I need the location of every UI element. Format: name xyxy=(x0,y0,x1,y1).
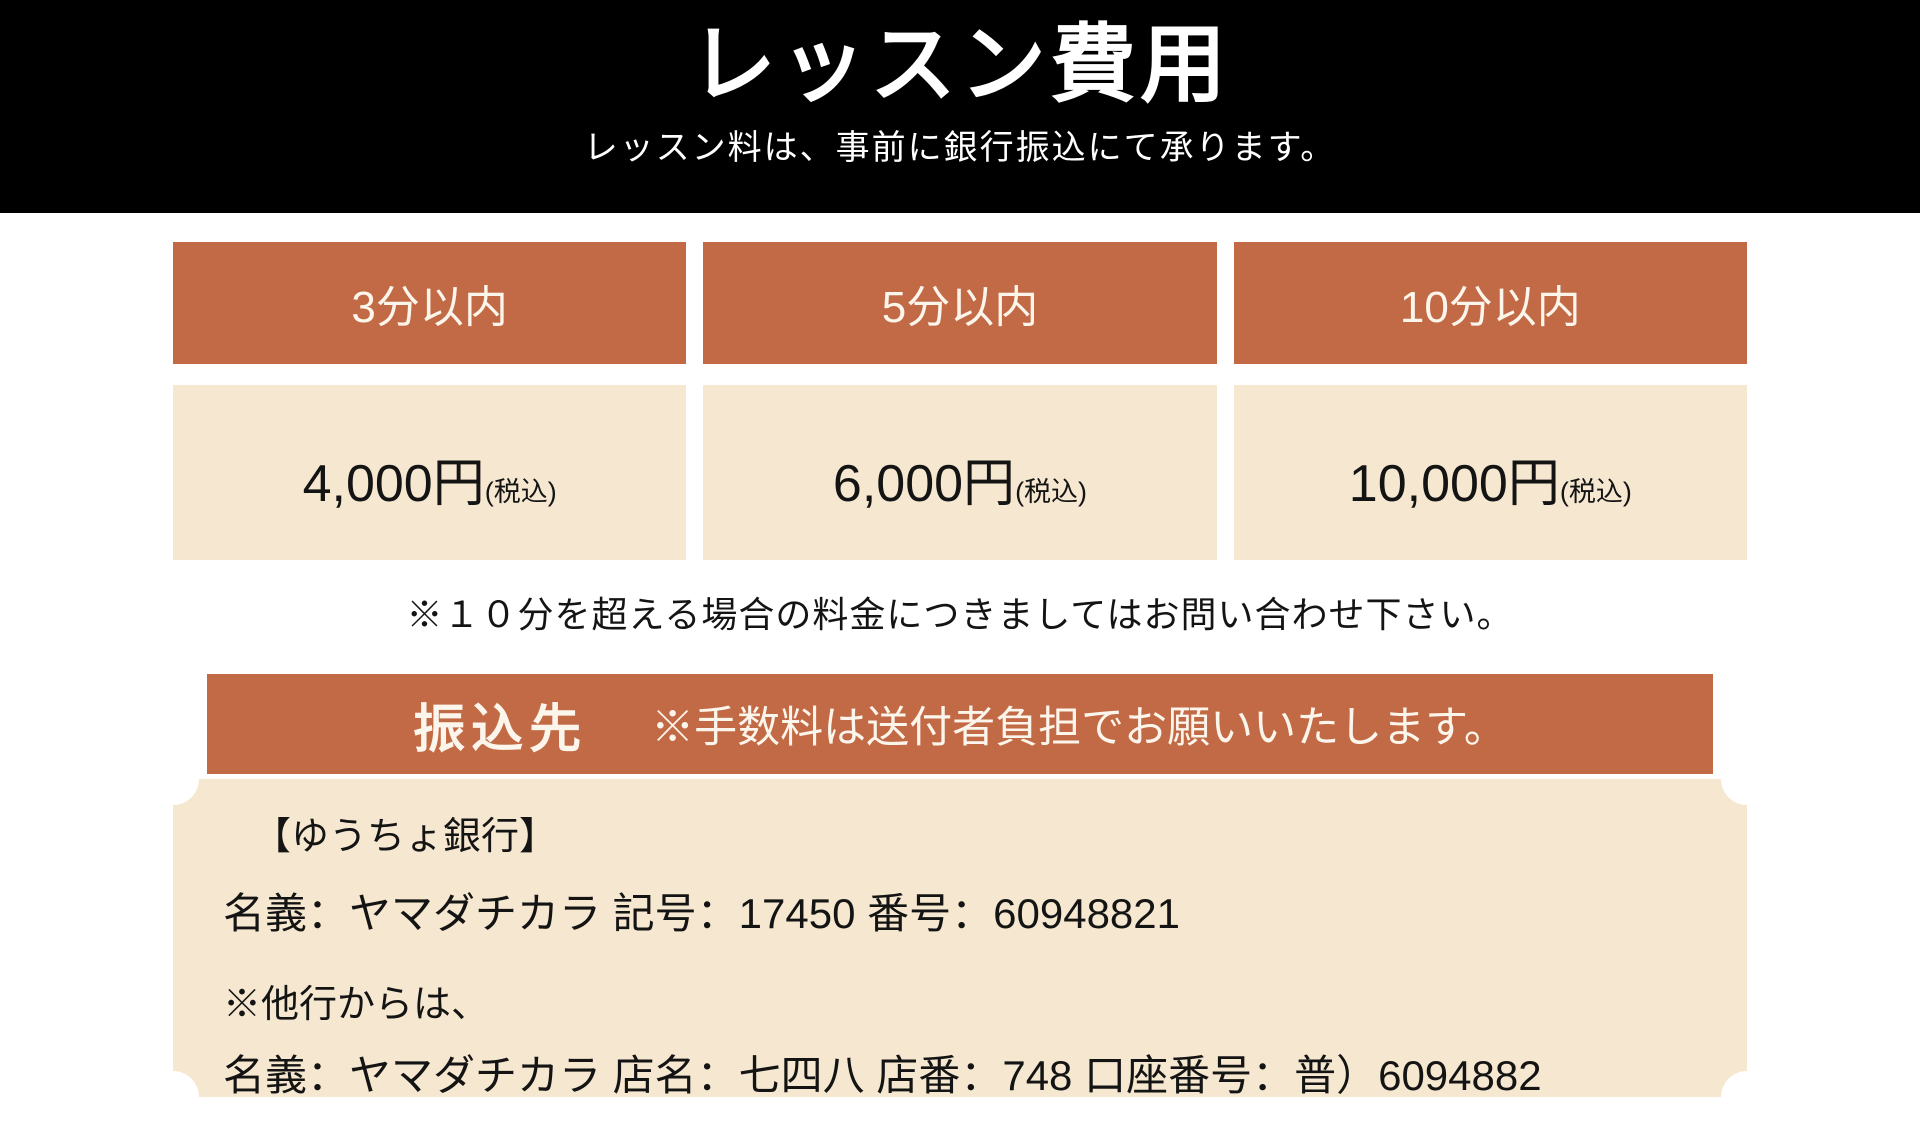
tax-included-note: (税込) xyxy=(484,477,557,507)
bank-details-panel: 【ゆうちょ銀行】 名義：ヤマダチカラ 記号：17450 番号：60948821 … xyxy=(147,753,1773,1123)
transfer-banner: 振込先 ※手数料は送付者負担でお願いいたします。 xyxy=(207,674,1713,774)
content-column: 3分以内 5分以内 10分以内 4,000円 (税込) 6,000円 (税込) … xyxy=(147,242,1773,1123)
corner-cutout-top-right xyxy=(1721,753,1773,805)
price-cell-5min: 6,000円 (税込) xyxy=(703,385,1217,560)
price-value: 6,000円 xyxy=(832,455,1016,513)
yucho-account-line: 名義：ヤマダチカラ 記号：17450 番号：60948821 xyxy=(223,890,1180,937)
price-cell-3min: 4,000円 (税込) xyxy=(173,385,687,560)
duration-header-3min: 3分以内 xyxy=(173,242,687,364)
transfer-fee-note: ※手数料は送付者負担でお願いいたします。 xyxy=(651,704,1507,752)
bank-name: 【ゆうちょ銀行】 xyxy=(253,816,558,858)
tax-included-note: (税込) xyxy=(1015,477,1088,507)
other-bank-account-line: 名義：ヤマダチカラ 店名：七四八 店番：748 口座番号：普）6094882 xyxy=(223,1052,1542,1099)
page-header: レッスン費用 レッスン料は、事前に銀行振込にて承ります。 xyxy=(0,0,1920,213)
pricing-table: 3分以内 5分以内 10分以内 4,000円 (税込) 6,000円 (税込) … xyxy=(173,242,1747,560)
corner-cutout-bottom-right xyxy=(1721,1071,1773,1123)
page-title: レッスン費用 xyxy=(690,17,1230,113)
corner-cutout-top-left xyxy=(147,753,199,805)
price-value: 10,000円 xyxy=(1348,455,1560,513)
duration-header-10min: 10分以内 xyxy=(1233,242,1747,364)
duration-label: 10分以内 xyxy=(1399,283,1581,332)
corner-cutout-bottom-left xyxy=(147,1071,199,1123)
pricing-overtime-note: ※１０分を超える場合の料金につきましてはお問い合わせ下さい。 xyxy=(406,594,1514,635)
duration-header-5min: 5分以内 xyxy=(703,242,1217,364)
transfer-section: 振込先 ※手数料は送付者負担でお願いいたします。 【ゆうちょ銀行】 名義：ヤマダ… xyxy=(147,674,1773,1123)
other-bank-label: ※他行からは、 xyxy=(223,984,490,1026)
tax-included-note: (税込) xyxy=(1559,477,1632,507)
duration-label: 5分以内 xyxy=(881,283,1039,332)
price-cell-10min: 10,000円 (税込) xyxy=(1233,385,1747,560)
duration-label: 3分以内 xyxy=(351,283,508,332)
price-value: 4,000円 xyxy=(302,455,485,513)
transfer-banner-title: 振込先 xyxy=(413,700,588,759)
page-subtitle: レッスン料は、事前に銀行振込にて承ります。 xyxy=(583,129,1337,168)
